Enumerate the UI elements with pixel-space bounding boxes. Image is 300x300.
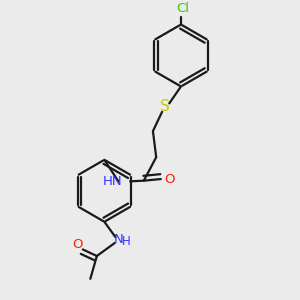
Text: HN: HN — [103, 175, 123, 188]
Text: Cl: Cl — [176, 2, 189, 15]
Text: O: O — [72, 238, 83, 251]
Text: H: H — [122, 235, 130, 248]
Text: N: N — [114, 233, 124, 246]
Text: O: O — [165, 172, 175, 185]
Text: S: S — [160, 99, 170, 114]
